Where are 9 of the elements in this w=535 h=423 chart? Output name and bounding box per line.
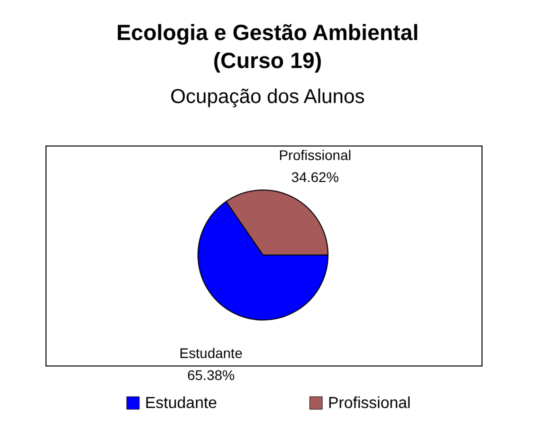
text: Ecologia e Gestão Ambiental [116, 20, 419, 45]
data-label: 34.62% [291, 168, 339, 185]
slice-label: Estudante [179, 345, 243, 362]
text: (Curso 19) [213, 48, 322, 73]
legend-label: Estudante [145, 395, 218, 412]
data-label: 65.38% [187, 367, 235, 384]
chart-subtitle: Ocupação dos Alunos [170, 86, 365, 108]
legend-label: Profissional [328, 395, 411, 412]
slice-label: Profissional [278, 146, 352, 163]
